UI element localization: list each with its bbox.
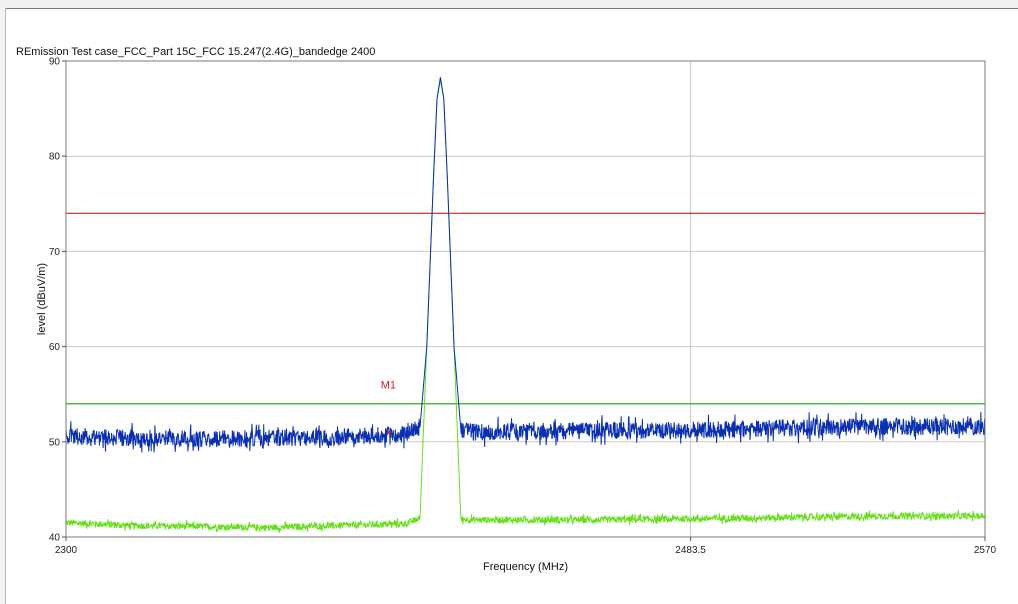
x-tick-label: 2300	[55, 545, 78, 556]
y-tick-label: 40	[49, 533, 61, 544]
series-layer	[65, 77, 986, 533]
x-tick-label: 2570	[974, 545, 997, 556]
y-axis-title: level (dBuV/m)	[36, 263, 48, 335]
x-axis-title: Frequency (MHz)	[483, 561, 568, 573]
y-tick-label: 70	[49, 247, 61, 258]
chart-title: REmission Test case_FCC_Part 15C_FCC 15.…	[16, 46, 376, 58]
series-line	[65, 77, 986, 453]
window-top-border	[0, 0, 1018, 9]
marker-layer: M1	[381, 379, 396, 435]
marker-point	[387, 430, 392, 435]
series-line	[65, 79, 986, 533]
y-tick-label: 60	[49, 342, 61, 353]
window-left-border	[0, 8, 6, 604]
y-tick-label: 50	[49, 437, 61, 448]
marker-label: M1	[381, 379, 396, 391]
x-tick-label: 2483.5	[675, 545, 706, 556]
limit-lines	[66, 212, 985, 405]
tick-labels: 40 50 60 70 80 90 2300 2483.5 2570	[49, 57, 997, 557]
y-tick-label: 90	[49, 57, 61, 68]
y-tick-label: 80	[49, 152, 61, 163]
plot-area	[65, 60, 986, 538]
grid-layer	[65, 60, 986, 538]
